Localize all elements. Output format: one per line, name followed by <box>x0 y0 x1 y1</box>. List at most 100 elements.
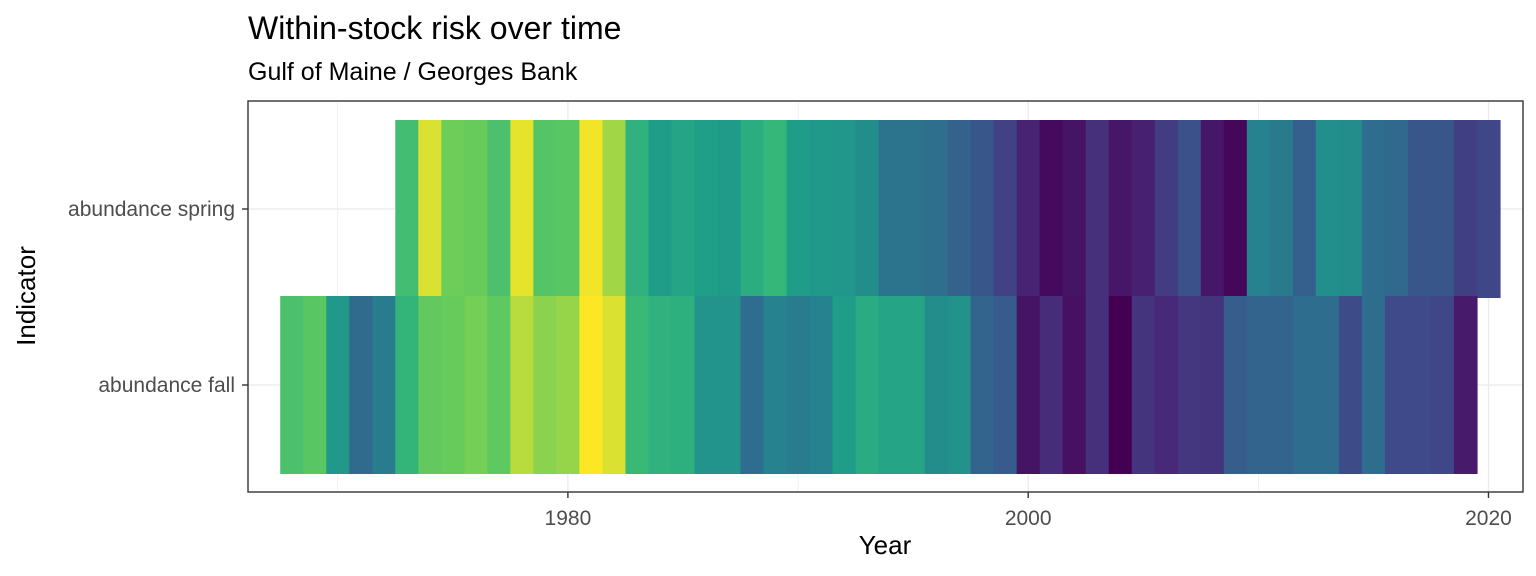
y-tick-label: abundance spring <box>68 198 235 221</box>
heatmap-tile <box>1338 296 1363 474</box>
x-tick-label: 2020 <box>1465 507 1512 530</box>
heatmap-tile <box>326 296 350 474</box>
heatmap-tile <box>602 120 627 298</box>
heatmap-tile <box>602 296 627 474</box>
heatmap-tile <box>418 120 442 298</box>
heatmap-tile <box>648 296 673 474</box>
heatmap-tile <box>579 296 604 474</box>
heatmap-tile <box>487 120 511 298</box>
heatmap-tile <box>809 120 834 298</box>
heatmap-tile <box>694 296 719 474</box>
x-axis: 1980 2000 2020 <box>545 492 1512 530</box>
heatmap-tile <box>717 120 742 298</box>
heatmap-tile <box>1108 120 1133 298</box>
heatmap-tile <box>510 296 534 474</box>
heatmap-tile <box>1315 120 1340 298</box>
heatmap-tile <box>1085 120 1110 298</box>
heatmap-tile <box>970 120 995 298</box>
heatmap-tile <box>1016 296 1041 474</box>
heatmap-tile <box>1039 120 1064 298</box>
heatmap-tile <box>901 120 926 298</box>
heatmap-tile <box>947 120 972 298</box>
heatmap-tile <box>1200 296 1225 474</box>
heatmap-tile <box>763 120 788 298</box>
heatmap-tile <box>832 120 857 298</box>
heatmap-tile <box>1361 296 1386 474</box>
heatmap-tile <box>924 296 949 474</box>
heatmap-tile <box>1039 296 1064 474</box>
heatmap-tile <box>1292 120 1317 298</box>
heatmap-tile <box>395 296 419 474</box>
heatmap-tile <box>280 296 304 474</box>
heatmap-tile <box>1292 296 1317 474</box>
heatmap-tile <box>1384 120 1409 298</box>
heatmap-tile <box>1154 296 1179 474</box>
panel-border <box>247 100 1524 493</box>
heatmap-tile <box>556 296 580 474</box>
heatmap-tile <box>441 296 465 474</box>
heatmap-tile <box>1407 120 1432 298</box>
heatmap-tile <box>1223 296 1248 474</box>
heatmap-tile <box>878 296 903 474</box>
heatmap-tile <box>1384 296 1409 474</box>
heatmap-tile <box>1269 120 1294 298</box>
heatmap-tile <box>1430 120 1455 298</box>
heatmap-tile <box>970 296 995 474</box>
heatmap-tile <box>993 120 1018 298</box>
heatmap-tile <box>533 120 557 298</box>
tiles-layer <box>280 120 1501 474</box>
x-tick-label: 1980 <box>545 507 592 530</box>
heatmap-tile <box>1085 296 1110 474</box>
heatmap-tile <box>1453 120 1478 298</box>
heatmap-tile <box>878 120 903 298</box>
heatmap-tile <box>993 296 1018 474</box>
heatmap-tile <box>740 120 765 298</box>
heatmap-tile <box>740 296 765 474</box>
heatmap-tile <box>832 296 857 474</box>
plot-panel <box>247 100 1524 493</box>
heatmap-tile <box>418 296 442 474</box>
heatmap-tile <box>1246 296 1271 474</box>
heatmap-tile <box>533 296 557 474</box>
heatmap-tile <box>1407 296 1432 474</box>
heatmap-tile <box>648 120 673 298</box>
heatmap-tile <box>441 120 465 298</box>
heatmap-tile <box>579 120 604 298</box>
x-tick-label: 2000 <box>1005 507 1052 530</box>
heatmap-tile <box>1223 120 1248 298</box>
heatmap-tile <box>1016 120 1041 298</box>
heatmap-tile <box>924 120 949 298</box>
heatmap-tile <box>349 296 373 474</box>
heatmap-tile <box>763 296 788 474</box>
heatmap-tile <box>464 296 488 474</box>
heatmap-tile <box>1131 120 1156 298</box>
heatmap-tile <box>1476 120 1501 298</box>
heatmap-tile <box>1062 296 1087 474</box>
heatmap-tile <box>1246 120 1271 298</box>
y-axis-title: Indicator <box>11 246 41 346</box>
y-axis: abundance spring abundance fall <box>68 198 248 397</box>
heatmap-tile <box>1315 296 1340 474</box>
heatmap-tile <box>1200 120 1225 298</box>
heatmap-tile <box>625 296 650 474</box>
heatmap-tile <box>1361 120 1386 298</box>
heatmap-tile <box>855 296 880 474</box>
heatmap-tile <box>510 120 534 298</box>
heatmap-tile <box>487 296 511 474</box>
y-tick-label: abundance fall <box>98 374 235 397</box>
heatmap-tile <box>947 296 972 474</box>
heatmap-tile <box>1430 296 1455 474</box>
heatmap-tile <box>1177 120 1202 298</box>
heatmap-tile <box>625 120 650 298</box>
heatmap-tile <box>1062 120 1087 298</box>
heatmap-tile <box>1131 296 1156 474</box>
heatmap-tile <box>717 296 742 474</box>
heatmap-tile <box>1453 296 1478 474</box>
heatmap-tile <box>1338 120 1363 298</box>
heatmap-tile <box>694 120 719 298</box>
chart-subtitle: Gulf of Maine / Georges Bank <box>248 58 578 86</box>
heatmap-tile <box>464 120 488 298</box>
heatmap-tile <box>1177 296 1202 474</box>
heatmap-tile <box>786 120 811 298</box>
